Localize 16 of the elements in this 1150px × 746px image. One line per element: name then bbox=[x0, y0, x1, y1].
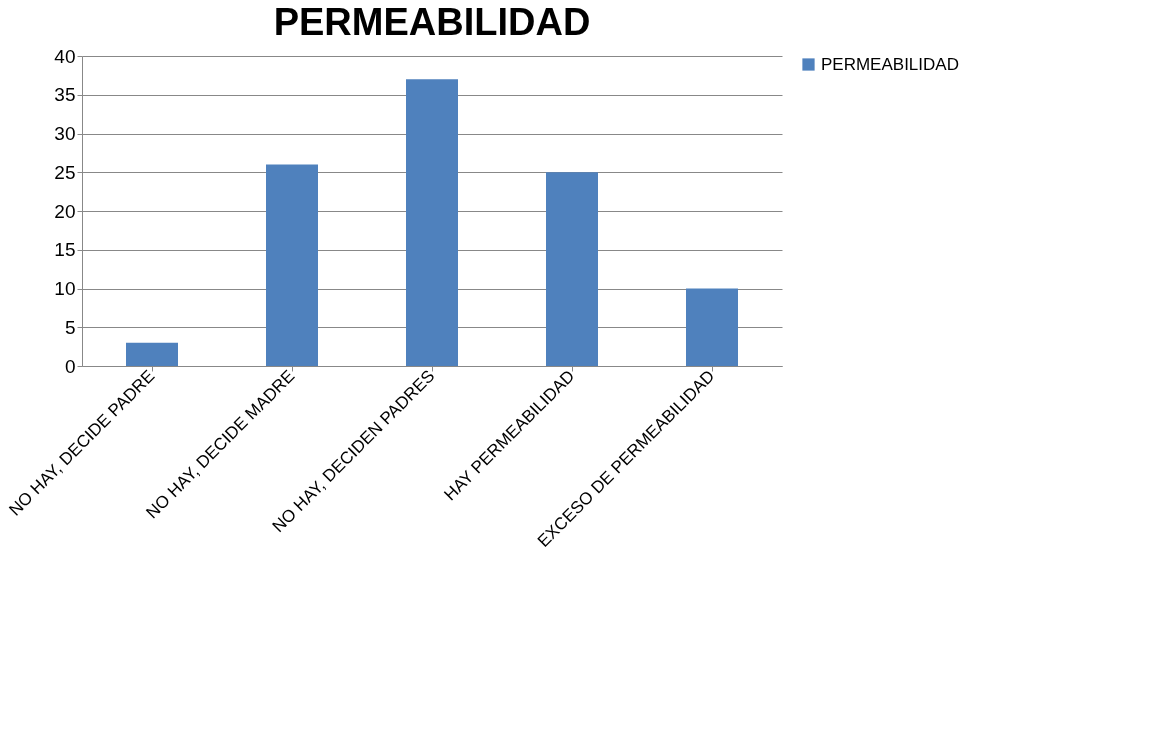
y-tick-label: 40 bbox=[54, 45, 76, 67]
y-tick-label: 25 bbox=[54, 161, 76, 183]
y-tick-label: 35 bbox=[54, 84, 76, 106]
y-tick-label: 10 bbox=[54, 278, 76, 299]
y-tick-label: 0 bbox=[64, 355, 76, 377]
bar bbox=[546, 172, 598, 366]
bar bbox=[406, 79, 458, 366]
y-tick-label: 20 bbox=[54, 200, 76, 222]
chart-title: PERMEABILIDAD bbox=[273, 1, 591, 43]
bar bbox=[126, 342, 178, 366]
bar bbox=[686, 288, 738, 366]
bar bbox=[266, 164, 318, 366]
y-tick-label: 5 bbox=[64, 316, 76, 338]
y-tick-label: 15 bbox=[54, 239, 76, 261]
legend-label: PERMEABILIDAD bbox=[821, 54, 959, 74]
y-tick-label: 30 bbox=[54, 123, 76, 144]
